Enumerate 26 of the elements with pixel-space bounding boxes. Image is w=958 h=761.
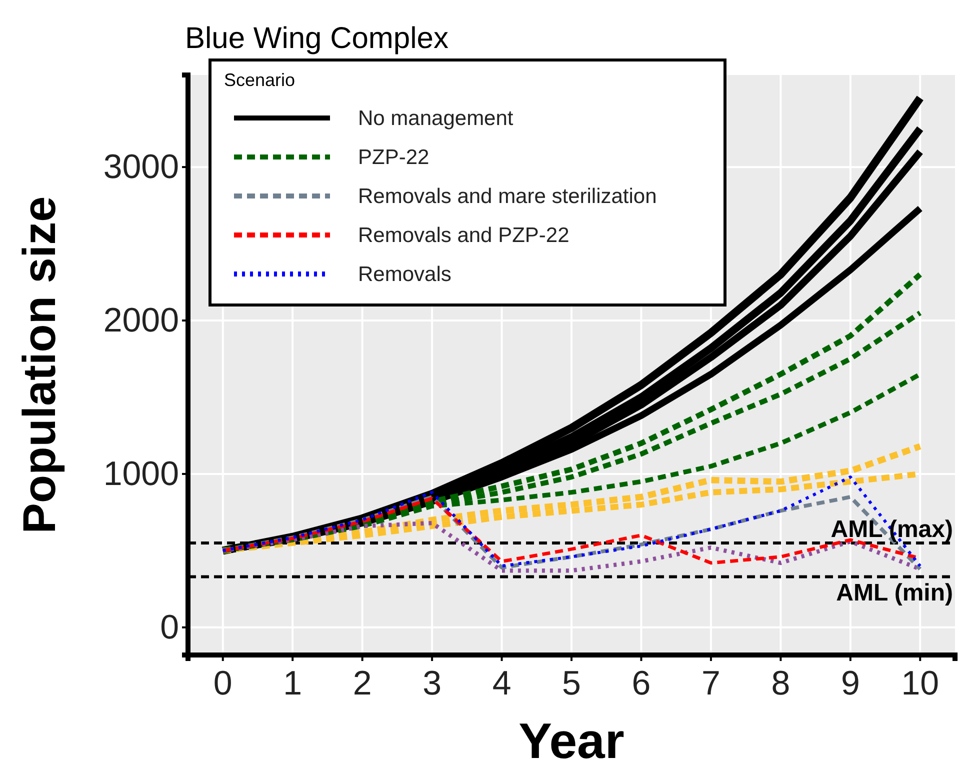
x-tick-label: 4 bbox=[492, 664, 512, 703]
legend-label: Removals and PZP-22 bbox=[358, 224, 570, 247]
y-tick-label: 0 bbox=[160, 608, 179, 646]
x-tick-label: 8 bbox=[771, 664, 790, 703]
ref-line-label: AML (min) bbox=[836, 580, 953, 607]
ref-line-label: AML (max) bbox=[830, 516, 953, 543]
legend-label: No management bbox=[358, 107, 514, 130]
legend-label: PZP-22 bbox=[358, 146, 430, 169]
y-tick-label: 3000 bbox=[103, 148, 179, 186]
y-axis-title: Population size bbox=[13, 196, 65, 534]
x-tick-label: 9 bbox=[840, 664, 860, 703]
chart-title: Blue Wing Complex bbox=[185, 22, 448, 55]
legend-label: Removals bbox=[358, 263, 452, 286]
x-tick-label: 7 bbox=[701, 664, 720, 703]
x-tick-label: 1 bbox=[283, 664, 302, 703]
x-axis-title: Year bbox=[518, 713, 624, 761]
x-tick-label: 0 bbox=[213, 664, 232, 703]
legend-title: Scenario bbox=[224, 70, 296, 90]
x-tick-label: 10 bbox=[901, 664, 940, 703]
y-tick-label: 2000 bbox=[103, 301, 179, 340]
x-tick-label: 3 bbox=[422, 664, 442, 703]
x-tick-label: 6 bbox=[632, 664, 651, 703]
x-tick-label: 2 bbox=[352, 664, 372, 703]
y-tick-label: 1000 bbox=[103, 454, 179, 493]
legend-label: Removals and mare sterilization bbox=[358, 185, 657, 208]
x-tick-label: 5 bbox=[562, 664, 581, 703]
